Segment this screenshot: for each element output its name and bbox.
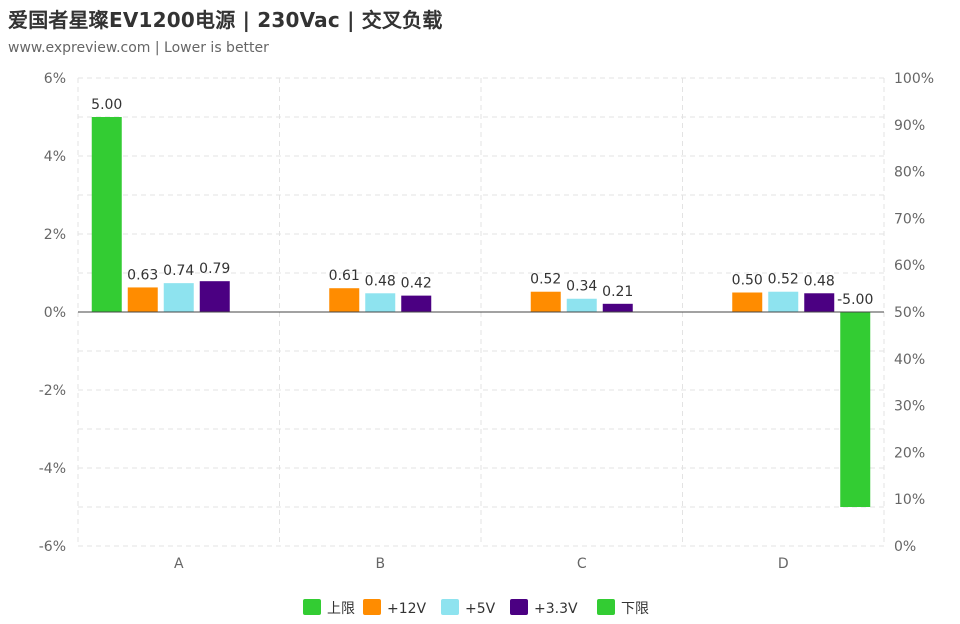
- legend-swatch: [363, 599, 381, 615]
- y-right-tick-label: 0%: [894, 539, 916, 555]
- y-left-tick-label: -2%: [39, 383, 66, 399]
- y-left-tick-label: 4%: [44, 149, 66, 165]
- y-right-tick-label: 50%: [894, 305, 925, 321]
- data-label: 5.00: [91, 97, 122, 113]
- chart-subtitle: www.expreview.com | Lower is better: [8, 40, 269, 56]
- legend-swatch: [303, 599, 321, 615]
- data-label: 0.79: [199, 261, 230, 277]
- legend-label: +3.3V: [534, 601, 578, 617]
- data-label: 0.21: [602, 284, 633, 300]
- data-label: 0.50: [732, 273, 763, 289]
- bar: [401, 295, 432, 312]
- bar: [91, 117, 122, 312]
- bar: [566, 298, 597, 312]
- x-tick-label: A: [174, 556, 184, 572]
- bar: [768, 291, 799, 312]
- bar: [804, 293, 835, 312]
- y-right-tick-label: 30%: [894, 399, 925, 415]
- bar: [127, 287, 158, 312]
- bar: [840, 312, 871, 507]
- legend-swatch: [597, 599, 615, 615]
- y-left-tick-label: 6%: [44, 71, 66, 87]
- y-right-tick-label: 10%: [894, 492, 925, 508]
- y-right-tick-label: 20%: [894, 445, 925, 461]
- bar: [530, 291, 561, 312]
- data-label: -5.00: [837, 292, 873, 308]
- y-left-tick-label: 2%: [44, 227, 66, 243]
- bar: [732, 292, 763, 312]
- bar: [163, 283, 194, 312]
- data-label: 0.74: [163, 263, 194, 279]
- data-label: 0.48: [804, 273, 835, 289]
- x-tick-label: B: [375, 556, 385, 572]
- chart-title: 爱国者星璨EV1200电源 | 230Vac | 交叉负载: [8, 8, 443, 32]
- legend-swatch: [441, 599, 459, 615]
- legend-label: 下限: [621, 601, 649, 617]
- y-left-tick-label: -6%: [39, 539, 66, 555]
- data-label: 0.48: [365, 273, 396, 289]
- data-label: 0.63: [127, 267, 158, 283]
- legend-label: +5V: [465, 601, 496, 617]
- y-right-tick-label: 100%: [894, 71, 934, 87]
- legend-swatch: [510, 599, 528, 615]
- y-right-tick-label: 80%: [894, 165, 925, 181]
- y-right-tick-label: 90%: [894, 118, 925, 134]
- bar: [602, 303, 633, 312]
- x-tick-label: C: [577, 556, 587, 572]
- data-label: 0.52: [530, 272, 561, 288]
- data-label: 0.61: [329, 268, 360, 284]
- bar: [199, 281, 230, 312]
- y-right-tick-label: 70%: [894, 211, 925, 227]
- bar: [365, 293, 396, 312]
- data-label: 0.34: [566, 279, 597, 295]
- legend-label: +12V: [387, 601, 427, 617]
- legend-label: 上限: [327, 601, 355, 617]
- y-right-tick-label: 40%: [894, 352, 925, 368]
- y-left-tick-label: 0%: [44, 305, 66, 321]
- y-left-tick-label: -4%: [39, 461, 66, 477]
- x-tick-label: D: [778, 556, 789, 572]
- data-label: 0.42: [401, 276, 432, 292]
- bar: [329, 288, 360, 312]
- y-right-tick-label: 60%: [894, 258, 925, 274]
- data-label: 0.52: [768, 272, 799, 288]
